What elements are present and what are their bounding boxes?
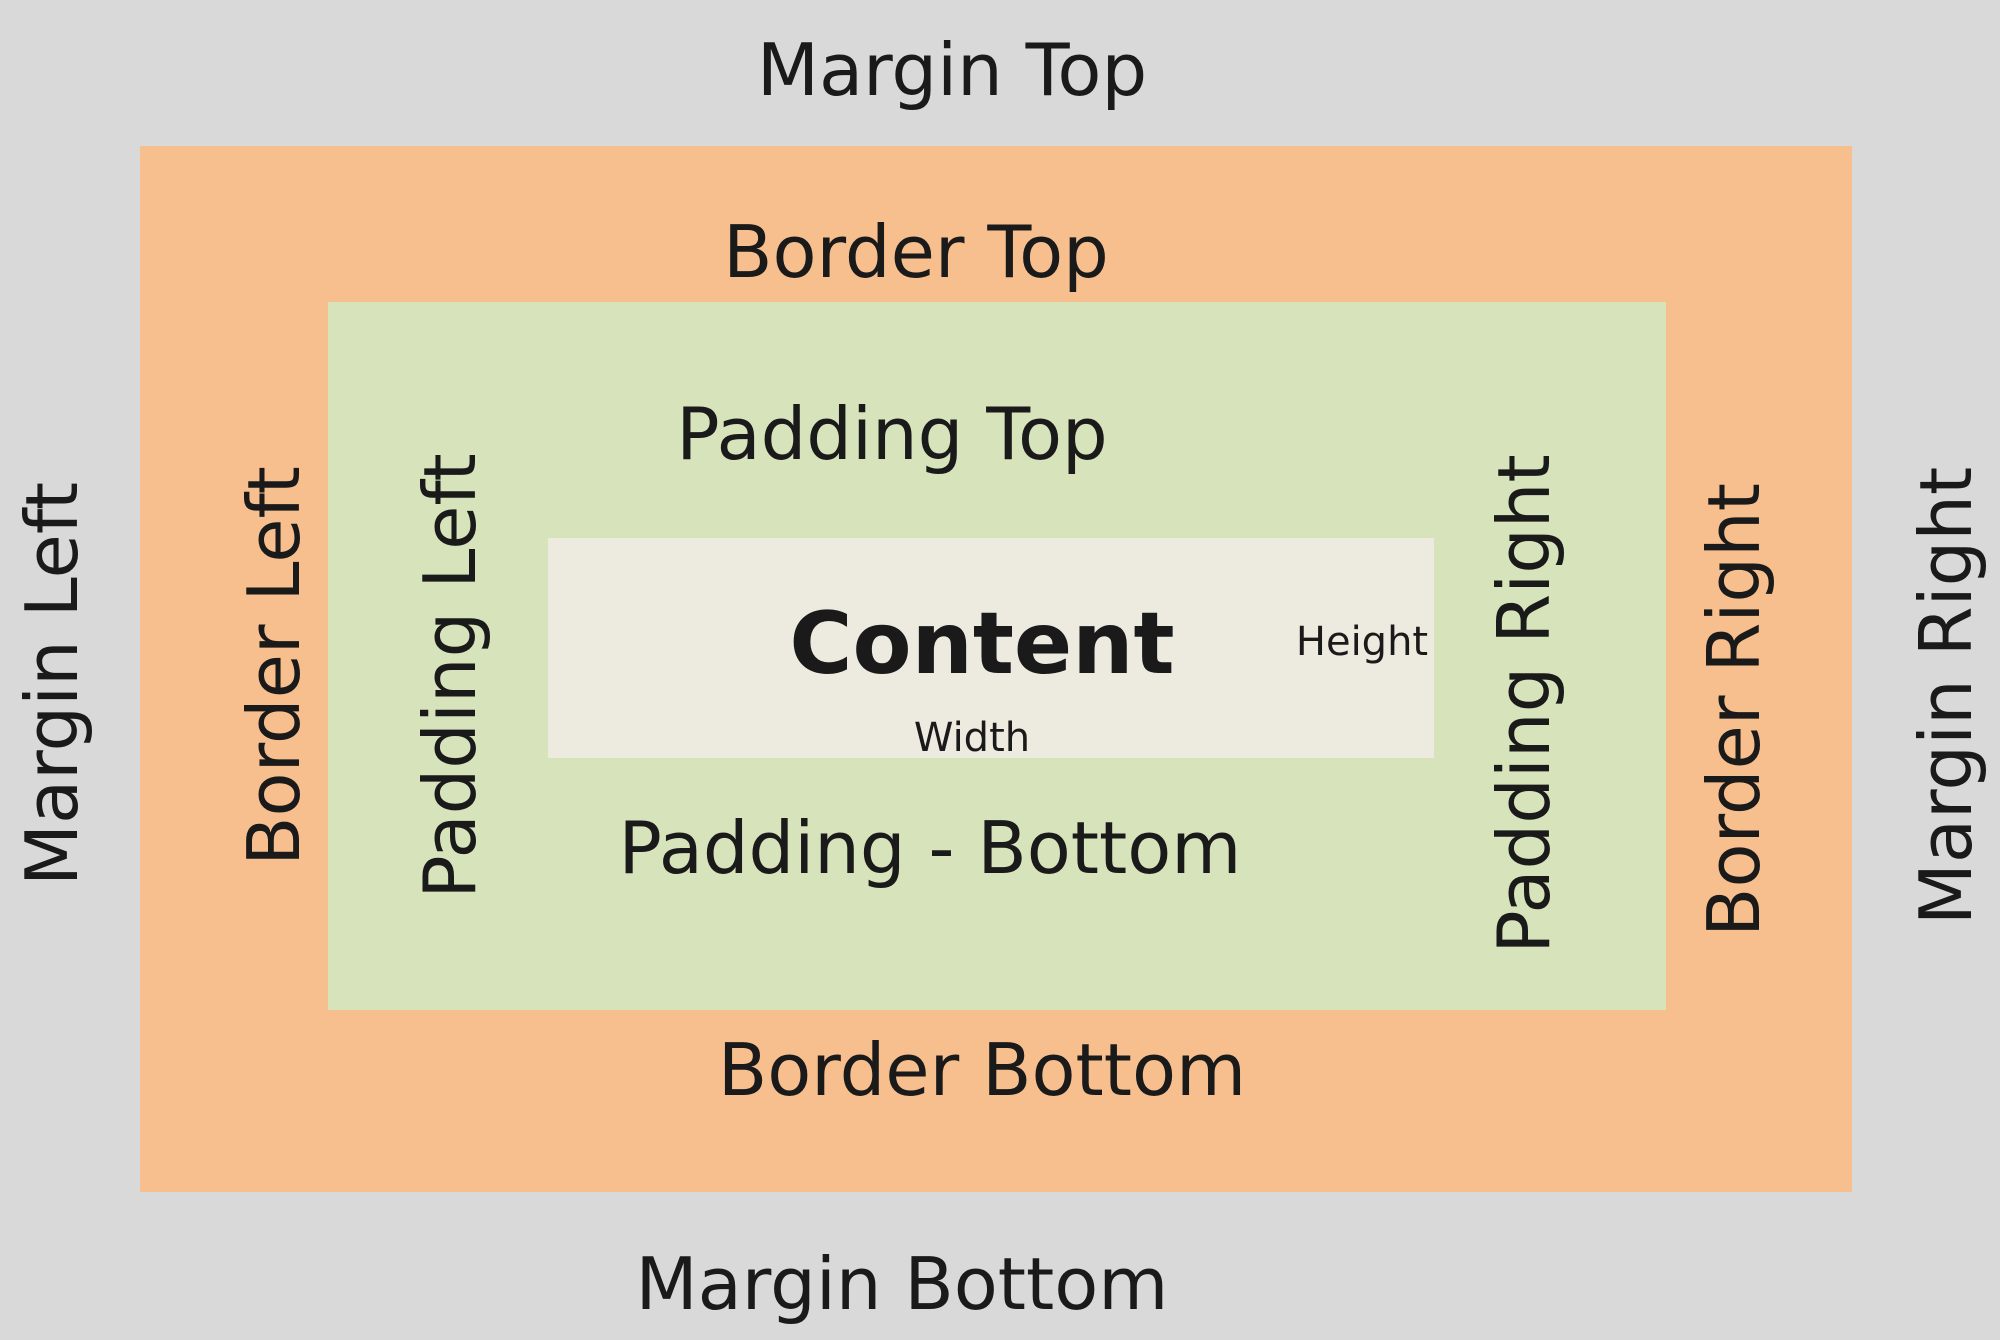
margin-bottom-label: Margin Bottom [635,1242,1169,1326]
padding-left-label: Padding Left [408,453,492,899]
width-label: Width [913,715,1031,761]
padding-top-label: Padding Top [676,392,1108,476]
padding-right-label: Padding Right [1482,454,1566,954]
margin-left-label: Margin Left [10,481,94,887]
margin-top-label: Margin Top [756,28,1148,112]
content-label: Content [789,594,1175,694]
padding-bottom-label: Padding - Bottom [618,806,1242,890]
border-top-label: Border Top [723,210,1109,294]
border-bottom-label: Border Bottom [717,1028,1247,1112]
border-left-label: Border Left [232,466,316,866]
margin-right-label: Margin Right [1904,466,1988,926]
content-area [548,538,1434,758]
border-right-label: Border Right [1692,483,1776,937]
height-label: Height [1295,619,1429,665]
